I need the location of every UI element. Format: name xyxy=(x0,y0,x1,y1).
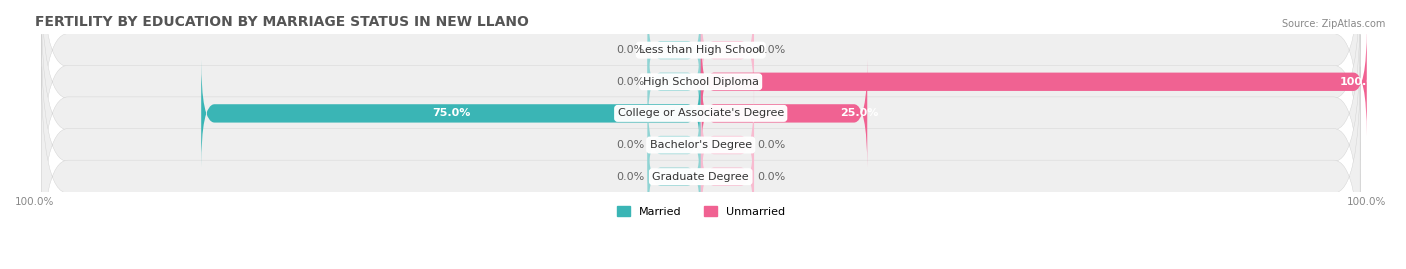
Text: Graduate Degree: Graduate Degree xyxy=(652,172,749,182)
FancyBboxPatch shape xyxy=(647,123,700,231)
FancyBboxPatch shape xyxy=(700,59,868,168)
FancyBboxPatch shape xyxy=(700,0,754,104)
FancyBboxPatch shape xyxy=(647,0,700,104)
FancyBboxPatch shape xyxy=(41,0,1360,192)
Text: 25.0%: 25.0% xyxy=(841,108,879,118)
Text: Source: ZipAtlas.com: Source: ZipAtlas.com xyxy=(1281,19,1385,29)
Text: FERTILITY BY EDUCATION BY MARRIAGE STATUS IN NEW LLANO: FERTILITY BY EDUCATION BY MARRIAGE STATU… xyxy=(35,15,529,29)
Text: Bachelor's Degree: Bachelor's Degree xyxy=(650,140,752,150)
FancyBboxPatch shape xyxy=(700,28,1367,136)
Text: 0.0%: 0.0% xyxy=(758,172,786,182)
Text: 75.0%: 75.0% xyxy=(432,108,470,118)
FancyBboxPatch shape xyxy=(647,28,700,136)
FancyBboxPatch shape xyxy=(201,59,700,168)
Legend: Married, Unmarried: Married, Unmarried xyxy=(612,202,789,222)
FancyBboxPatch shape xyxy=(41,3,1360,223)
Text: College or Associate's Degree: College or Associate's Degree xyxy=(617,108,785,118)
Text: High School Diploma: High School Diploma xyxy=(643,77,759,87)
FancyBboxPatch shape xyxy=(647,91,700,199)
Text: 100.0%: 100.0% xyxy=(1340,77,1386,87)
FancyBboxPatch shape xyxy=(41,35,1360,255)
Text: 0.0%: 0.0% xyxy=(616,77,644,87)
Text: 0.0%: 0.0% xyxy=(616,140,644,150)
FancyBboxPatch shape xyxy=(700,123,754,231)
FancyBboxPatch shape xyxy=(700,91,754,199)
Text: 0.0%: 0.0% xyxy=(616,45,644,55)
Text: 0.0%: 0.0% xyxy=(616,172,644,182)
Text: 0.0%: 0.0% xyxy=(758,140,786,150)
Text: Less than High School: Less than High School xyxy=(640,45,762,55)
FancyBboxPatch shape xyxy=(41,67,1360,269)
FancyBboxPatch shape xyxy=(41,0,1360,160)
Text: 0.0%: 0.0% xyxy=(758,45,786,55)
